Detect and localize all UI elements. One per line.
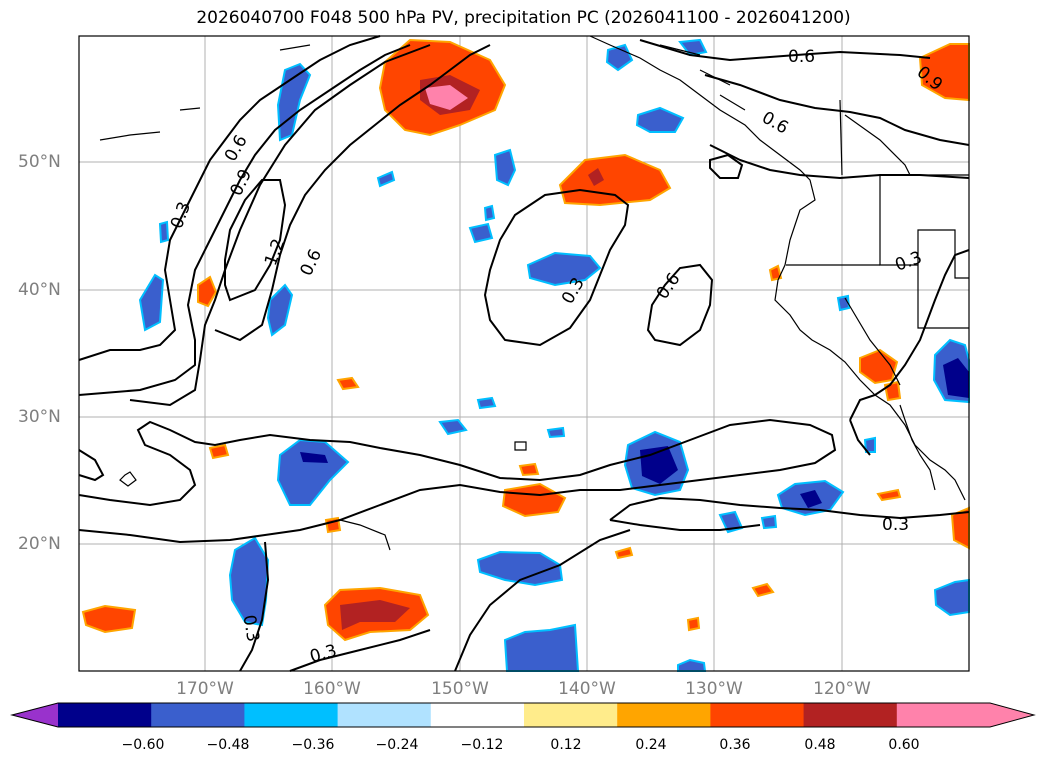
colorbar-segment (151, 703, 245, 727)
colorbar-tick-label: −0.60 (121, 737, 165, 753)
contour-label: 0.6 (297, 246, 327, 279)
lon-label-130w: 130°W (685, 679, 743, 699)
map-frame (78, 35, 970, 672)
map-title: 2026040700 F048 500 hPa PV, precipitatio… (196, 8, 851, 28)
lat-label-30n: 30°N (18, 407, 61, 427)
colorbar-tick-label: −0.12 (460, 737, 504, 753)
lat-label-20n: 20°N (18, 534, 61, 554)
contour-label: 0.3 (167, 199, 195, 231)
colorbar-max-arrow (990, 703, 1034, 727)
colorbar-tick-label: −0.36 (291, 737, 335, 753)
colorbar-segment (803, 703, 898, 727)
lat-label-50n: 50°N (18, 152, 61, 172)
lon-label-120w: 120°W (813, 679, 871, 699)
colorbar-tick-label: 0.24 (635, 737, 667, 753)
colorbar-segment (524, 703, 618, 727)
colorbar-segment (337, 703, 432, 727)
contour-label: 0.6 (758, 108, 791, 139)
contour-label: 0.3 (882, 515, 909, 535)
colorbar-tick-label: 0.48 (804, 737, 836, 753)
colorbar-tick-label: 0.12 (550, 737, 582, 753)
colorbar-segment (244, 703, 339, 727)
gridlines (79, 36, 969, 671)
positive-precip-areas (81, 38, 970, 642)
colorbar-tick-label: 0.60 (888, 737, 920, 753)
contour-label: 0.9 (227, 166, 257, 199)
colorbar-tick-label: −0.48 (206, 737, 250, 753)
contour-label: 0.3 (893, 248, 925, 276)
contour-label: 0.6 (788, 47, 815, 67)
colorbar (10, 702, 1036, 728)
colorbar-tick-label: −0.24 (375, 737, 419, 753)
colorbar-segment (896, 703, 991, 727)
pv-contours (78, 35, 970, 672)
lon-label-140w: 140°W (558, 679, 616, 699)
negative-precip-areas (138, 38, 970, 672)
lon-label-150w: 150°W (431, 679, 489, 699)
colorbar-segment (617, 703, 711, 727)
colorbar-min-arrow (12, 703, 58, 727)
lon-label-170w: 170°W (176, 679, 234, 699)
contour-label: 0.3 (308, 641, 339, 667)
contour-label: 0.6 (221, 132, 252, 165)
contour-label: 0.3 (238, 613, 262, 643)
colorbar-segment (58, 703, 152, 727)
colorbar-segment (710, 703, 805, 727)
colorbar-segment (430, 703, 525, 727)
lon-label-160w: 160°W (303, 679, 361, 699)
lat-label-40n: 40°N (18, 280, 61, 300)
colorbar-segments (58, 703, 991, 727)
colorbar-tick-label: 0.36 (719, 737, 751, 753)
